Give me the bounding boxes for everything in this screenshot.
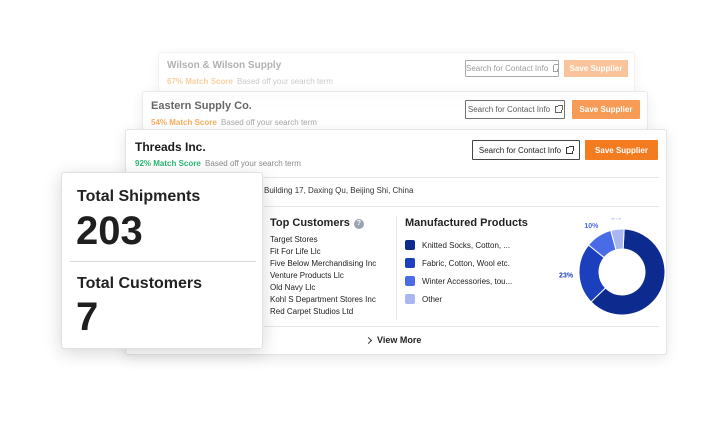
supplier-name: Wilson & Wilson Supply	[167, 60, 282, 71]
donut-slice	[610, 228, 625, 251]
legend-item: Knitted Socks, Cotton, ...	[405, 236, 512, 254]
help-icon[interactable]: ?	[353, 218, 364, 229]
view-more-label: View More	[377, 335, 422, 345]
stats-card: Total Shipments 203 Total Customers 7	[61, 172, 263, 349]
match-note: Based off your search term	[237, 77, 333, 86]
supplier-name: Threads Inc.	[135, 140, 206, 154]
top-customers-title: Top Customers?	[270, 217, 364, 229]
section-separator	[396, 216, 397, 320]
legend-item: Fabric, Cotton, Wool etc.	[405, 254, 512, 272]
match-note: Based off your search term	[221, 118, 317, 127]
list-item: Kohl S Department Stores Inc	[270, 295, 376, 304]
legend-label: Other	[422, 294, 443, 304]
products-donut-chart: 62%23%10%5%	[559, 218, 666, 316]
legend-label: Knitted Socks, Cotton, ...	[422, 240, 511, 250]
legend-item: Other	[405, 290, 512, 308]
legend-swatch	[405, 276, 415, 286]
donut-label: 10%	[584, 223, 599, 230]
chevron-right-icon	[364, 336, 373, 344]
divider	[70, 261, 256, 262]
list-item: Venture Products Llc	[270, 271, 344, 280]
total-customers-value: 7	[76, 295, 99, 339]
external-link-icon	[566, 145, 575, 154]
total-shipments-label: Total Shipments	[77, 188, 201, 205]
legend-swatch	[405, 294, 415, 304]
divider	[264, 326, 659, 327]
divider	[264, 206, 659, 207]
top-customers-title-text: Top Customers	[270, 217, 350, 229]
list-item: Red Carpet Studios Ltd	[270, 307, 354, 316]
match-line: 92% Match Score Based off your search te…	[135, 159, 301, 168]
total-customers-label: Total Customers	[77, 275, 203, 292]
supplier-card-wilson: Wilson & Wilson Supply 67% Match Score B…	[158, 52, 635, 96]
customer-list: Target Stores Fit For Life Llc Five Belo…	[270, 234, 376, 318]
match-line: 67% Match Score Based off your search te…	[167, 77, 333, 86]
legend-swatch	[405, 240, 415, 250]
product-legend: Knitted Socks, Cotton, ... Fabric, Cotto…	[405, 236, 512, 308]
divider	[135, 177, 659, 178]
supplier-name: Eastern Supply Co.	[151, 100, 252, 112]
legend-label: Fabric, Cotton, Wool etc.	[422, 258, 510, 268]
manufactured-products-title: Manufactured Products	[405, 217, 528, 229]
list-item: Old Navy Llc	[270, 283, 316, 292]
search-contact-button[interactable]: Search for Contact Info	[472, 140, 580, 160]
legend-swatch	[405, 258, 415, 268]
match-score: 92% Match Score	[135, 159, 201, 168]
save-supplier-button[interactable]: Save Supplier	[572, 100, 640, 119]
save-supplier-button[interactable]: Save Supplier	[585, 140, 658, 160]
search-contact-button[interactable]: Search for Contact Info	[465, 60, 559, 77]
legend-item: Winter Accessories, tou...	[405, 272, 512, 290]
search-contact-button[interactable]: Search for Contact Info	[465, 100, 565, 119]
search-contact-label: Search for Contact Info	[466, 64, 549, 73]
match-note: Based off your search term	[205, 159, 301, 168]
external-link-icon	[555, 105, 564, 113]
external-link-icon	[553, 64, 559, 72]
list-item: Fit For Life Llc	[270, 247, 321, 256]
search-contact-label: Search for Contact Info	[467, 105, 551, 114]
match-score: 67% Match Score	[167, 77, 233, 86]
search-contact-label: Search for Contact Info	[478, 145, 562, 155]
match-score: 54% Match Score	[151, 118, 217, 127]
match-line: 54% Match Score Based off your search te…	[151, 118, 317, 127]
legend-label: Winter Accessories, tou...	[422, 276, 513, 286]
save-supplier-button[interactable]: Save Supplier	[564, 60, 628, 77]
view-more-button[interactable]: View More	[364, 335, 422, 345]
donut-label: 5%	[611, 218, 622, 221]
donut-slice	[590, 228, 666, 316]
list-item: Target Stores	[270, 235, 318, 244]
list-item: Five Below Merchandising Inc	[270, 259, 377, 268]
donut-label: 23%	[559, 272, 574, 279]
supplier-address: Building 17, Daxing Qu, Beijing Shi, Chi…	[264, 186, 414, 195]
total-shipments-value: 203	[76, 209, 143, 253]
